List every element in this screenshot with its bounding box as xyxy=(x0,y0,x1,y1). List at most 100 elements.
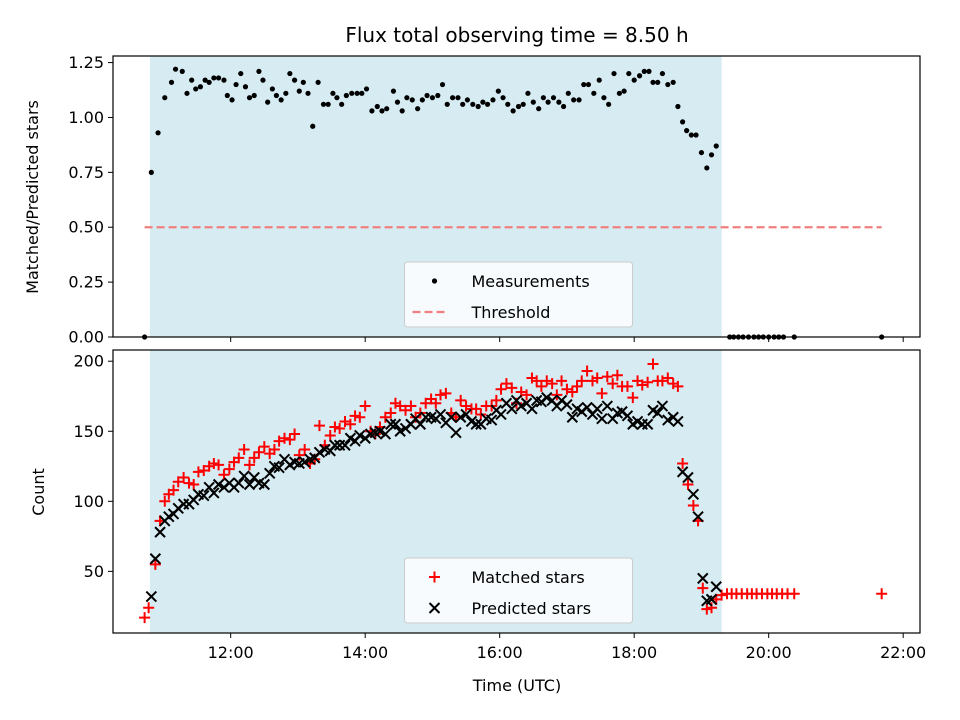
matched-stars-point xyxy=(218,469,230,481)
top-y-axis-label: Matched/Predicted stars xyxy=(23,100,42,294)
measurements-point xyxy=(399,108,405,114)
matched-stars-point xyxy=(581,365,593,377)
measurements-point xyxy=(221,77,227,83)
measurements-point xyxy=(379,108,385,114)
matched-stars-point xyxy=(490,394,502,406)
measurements-point xyxy=(419,97,425,103)
predicted-stars-point xyxy=(692,511,704,523)
measurements-point xyxy=(484,101,491,107)
measurements-point xyxy=(621,88,627,94)
predicted-stars-point xyxy=(687,488,700,501)
predicted-stars-point xyxy=(460,408,472,421)
matched-stars-point xyxy=(183,477,195,489)
matched-stars-point xyxy=(876,588,888,600)
matched-stars-point xyxy=(213,459,225,471)
measurements-point xyxy=(334,95,340,101)
predicted-stars-point xyxy=(526,403,538,415)
measurements-point xyxy=(394,99,401,105)
predicted-stars-point xyxy=(354,429,366,442)
measurements-point xyxy=(242,84,249,90)
measurements-point xyxy=(211,75,217,81)
measurements-point xyxy=(585,81,592,88)
measurements-point xyxy=(670,79,676,85)
matched-stars-point xyxy=(672,380,684,392)
predicted-stars-point xyxy=(450,426,462,439)
matched-stars-point xyxy=(556,375,568,387)
measurements-point xyxy=(246,95,253,101)
measurements-point xyxy=(256,68,262,74)
top-y-tick-label: 1.00 xyxy=(68,108,104,127)
predicted-stars-point xyxy=(154,526,166,538)
measurements-point xyxy=(708,152,715,158)
bottom-x-tick-label: 12:00 xyxy=(208,643,254,662)
predicted-stars-point xyxy=(561,398,573,411)
threshold-legend-label: Threshold xyxy=(471,303,551,322)
top-y-tick-label: 1.25 xyxy=(68,53,104,72)
top-panel-ratio: 0.00 0.25 0.50 0.75 1.00 1.25 Measurements Thre… xyxy=(68,53,921,347)
matched-stars-point xyxy=(329,421,341,433)
matched-stars-point xyxy=(682,478,694,490)
matched-stars-point xyxy=(788,588,800,600)
bottom-x-tick-label: 18:00 xyxy=(611,643,657,662)
measurements-point xyxy=(646,68,652,74)
matched-stars-point xyxy=(139,612,151,624)
top-axes-frame xyxy=(112,55,921,338)
predicted-stars-point xyxy=(379,428,392,440)
bottom-panel-counts: 50 100 150 200 12:00 14:00 16:00 18:00 20:00 22:0… xyxy=(73,349,926,662)
measurements-point xyxy=(636,73,643,79)
measurements-point xyxy=(197,84,204,90)
chart-title: Flux total observing time = 8.50 h xyxy=(345,23,688,47)
measurements-point xyxy=(224,92,230,99)
measurements-point xyxy=(576,97,582,103)
matched-stars-point xyxy=(334,422,346,434)
measurements-point xyxy=(369,108,375,114)
measurements-point xyxy=(480,99,486,105)
measurements-point xyxy=(330,90,336,96)
bottom-x-tick-label: 22:00 xyxy=(880,643,926,662)
matched-stars-point xyxy=(531,375,543,387)
predicted-stars-point xyxy=(273,461,285,474)
matched-stars-point xyxy=(677,457,689,469)
measurements-point xyxy=(238,70,244,77)
matched-stars-point xyxy=(233,452,245,464)
measurements-point xyxy=(560,103,567,110)
measurements-point xyxy=(510,108,516,114)
measurements-point xyxy=(172,66,179,72)
predicted-stars-point xyxy=(263,467,276,479)
predicted-stars-point xyxy=(198,489,210,502)
matched-stars-point xyxy=(551,389,563,401)
measurements-point xyxy=(470,101,476,107)
measurements-point xyxy=(460,101,466,107)
matched-stars-point xyxy=(455,394,467,406)
measurements-point xyxy=(184,90,190,96)
measurements-point xyxy=(591,90,597,96)
measurements-point xyxy=(571,97,577,103)
measurements-point xyxy=(325,101,331,107)
measurements-point xyxy=(179,68,185,74)
matched-stars-point xyxy=(607,378,619,390)
matched-stars-point xyxy=(244,459,256,471)
predicted-stars-point xyxy=(495,408,507,421)
matched-stars-point xyxy=(701,603,713,615)
measurements-point xyxy=(515,103,522,110)
measurements-point xyxy=(455,95,461,101)
measurements-point xyxy=(655,79,661,85)
predicted-stars-point xyxy=(313,446,326,458)
matched-stars-point xyxy=(178,471,190,483)
measurements-point xyxy=(429,95,436,101)
measurements-point xyxy=(215,75,222,81)
predicted-stars-point xyxy=(389,418,402,430)
measurements-point xyxy=(155,130,161,136)
measurements-point xyxy=(291,77,298,83)
predicted-stars-point xyxy=(581,401,593,414)
matched-stars-point xyxy=(359,400,371,412)
measurements-point xyxy=(283,90,289,96)
predicted-stars-point xyxy=(149,553,162,565)
predicted-stars-point xyxy=(541,391,553,404)
predicted-stars-point xyxy=(454,411,467,423)
matched-stars-point xyxy=(238,443,250,455)
matched-stars-point xyxy=(354,411,366,423)
measurements-point xyxy=(545,99,551,105)
matched-stars-point xyxy=(349,410,361,422)
predicted-stars-point xyxy=(339,439,351,451)
